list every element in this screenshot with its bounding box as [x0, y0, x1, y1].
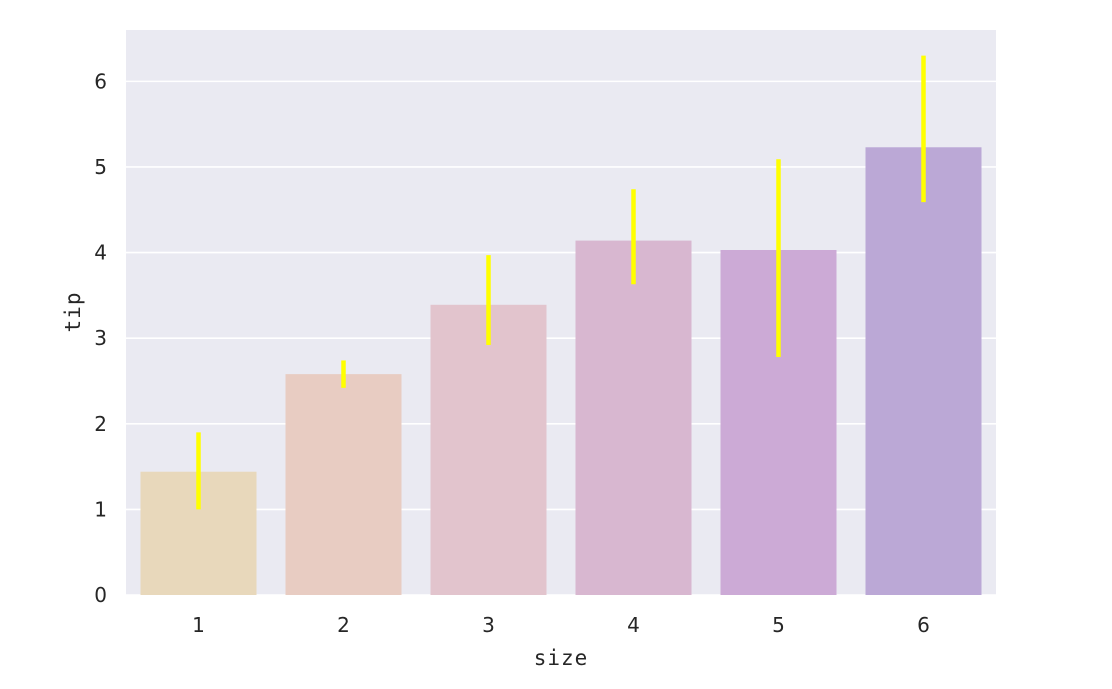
plot-area	[126, 30, 996, 595]
y-tick-label: 0	[94, 583, 107, 607]
bar-size-2	[285, 374, 402, 595]
y-tick-label: 3	[94, 326, 107, 350]
x-tick-label: 3	[482, 613, 495, 637]
y-tick-label: 6	[94, 69, 107, 93]
x-axis-label: size	[534, 646, 589, 670]
x-tick-label: 1	[192, 613, 205, 637]
y-tick-label: 4	[94, 241, 107, 265]
x-tick-label: 6	[917, 613, 930, 637]
error-bars	[196, 55, 926, 510]
y-tick-label: 2	[94, 412, 107, 436]
x-tick-label: 2	[337, 613, 350, 637]
grid-lines	[126, 80, 996, 596]
y-axis-label: tip	[61, 292, 85, 333]
bar-size-6	[865, 147, 982, 595]
x-tick-label: 5	[772, 613, 785, 637]
bar-size-4	[575, 240, 692, 595]
y-tick-label: 1	[94, 497, 107, 521]
y-tick-label: 5	[94, 155, 107, 179]
x-tick-label: 4	[627, 613, 640, 637]
x-tick-labels: 1 2 3 4 5 6	[192, 613, 930, 637]
bar-size-3	[430, 304, 547, 595]
y-tick-labels: 0 1 2 3 4 5 6	[94, 69, 107, 607]
